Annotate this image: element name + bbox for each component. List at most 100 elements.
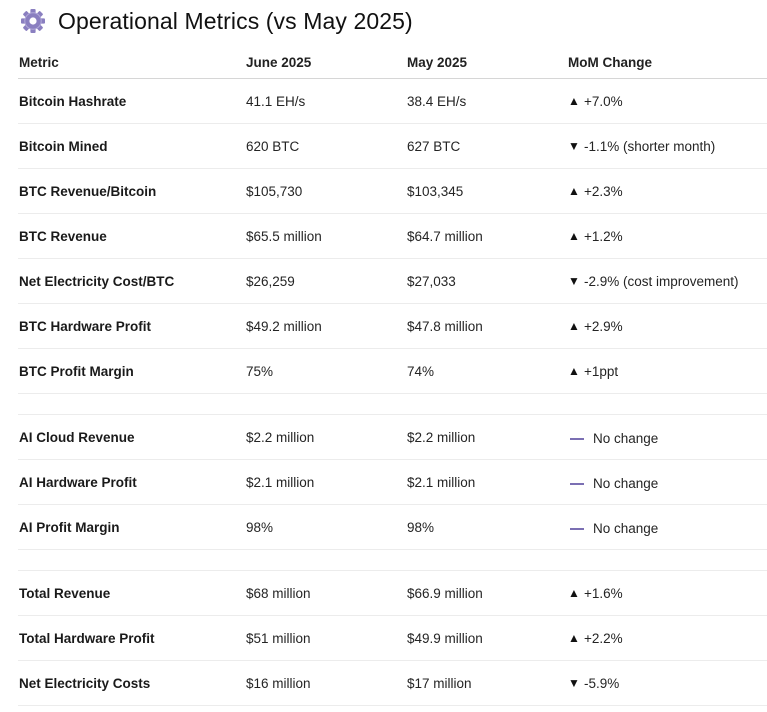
up-triangle-icon: ▲: [568, 586, 580, 601]
change-text: +2.2%: [584, 630, 623, 646]
metric-name-cell: BTC Profit Margin: [18, 348, 245, 394]
change-indicator: ▼ -5.9%: [568, 676, 619, 691]
table-row: BTC Revenue/Bitcoin $105,730 $103,345 ▲ +2.3…: [18, 168, 767, 214]
metric-name-cell: Total Hardware Profit: [18, 615, 245, 661]
table-row: AI Hardware Profit $2.1 million $2.1 milli…: [18, 459, 767, 505]
change-text: No change: [593, 476, 659, 492]
table-row: Total Hardware Profit $51 million $49.9 mi…: [18, 615, 767, 661]
down-triangle-icon: ▼: [568, 274, 580, 289]
change-cell: ▲ +2.9%: [567, 303, 767, 349]
june-value-cell: $51 million: [245, 615, 406, 661]
may-value-cell: $47.8 million: [406, 303, 567, 349]
june-value-cell: $65.5 million: [245, 213, 406, 259]
table-row: BTC Profit Margin 75% 74% ▲ +1ppt: [18, 348, 767, 394]
column-header-may: May 2025: [406, 46, 567, 79]
may-value-cell: 627 BTC: [406, 123, 567, 169]
change-cell: ▲ +2.3%: [567, 168, 767, 214]
section-spacer-row: [18, 549, 767, 571]
change-text: +1.6%: [584, 585, 623, 601]
metrics-table: Metric June 2025 May 2025 MoM Change Bit…: [18, 46, 767, 706]
change-cell: ▲ +2.2%: [567, 615, 767, 661]
metric-name-cell: Net Electricity Costs: [18, 660, 245, 706]
section-spacer-row: [18, 393, 767, 415]
column-header-june: June 2025: [245, 46, 406, 79]
up-triangle-icon: ▲: [568, 319, 580, 334]
metric-name-cell: BTC Revenue/Bitcoin: [18, 168, 245, 214]
change-text: +2.9%: [584, 318, 623, 334]
table-row: Bitcoin Hashrate 41.1 EH/s 38.4 EH/s ▲ +7.0%: [18, 78, 767, 124]
may-value-cell: $2.2 million: [406, 414, 567, 460]
change-cell: No change: [567, 459, 767, 505]
table-header-row: Metric June 2025 May 2025 MoM Change: [18, 46, 767, 79]
change-indicator: ▲ +2.3%: [568, 184, 623, 199]
table-row: BTC Revenue $65.5 million $64.7 million ▲ +1…: [18, 213, 767, 259]
table-row: Net Electricity Costs $16 million $17 mill…: [18, 660, 767, 706]
change-indicator: ▲ +7.0%: [568, 94, 623, 109]
change-cell: ▼ -2.9% (cost improvement): [567, 258, 767, 304]
table-row: Total Revenue $68 million $66.9 million ▲ +1…: [18, 570, 767, 616]
table-row: BTC Hardware Profit $49.2 million $47.8 mi…: [18, 303, 767, 349]
may-value-cell: $64.7 million: [406, 213, 567, 259]
change-indicator: ▲ +1.6%: [568, 586, 623, 601]
metric-name-cell: Net Electricity Cost/BTC: [18, 258, 245, 304]
change-text: +2.3%: [584, 183, 623, 199]
change-cell: ▲ +1.2%: [567, 213, 767, 259]
change-indicator: ▲ +1ppt: [568, 364, 618, 379]
may-value-cell: $17 million: [406, 660, 567, 706]
change-text: No change: [593, 521, 659, 537]
column-header-change: MoM Change: [567, 46, 767, 79]
june-value-cell: $105,730: [245, 168, 406, 214]
metric-name-cell: BTC Revenue: [18, 213, 245, 259]
dash-icon: [570, 482, 584, 485]
june-value-cell: 41.1 EH/s: [245, 78, 406, 124]
may-value-cell: $49.9 million: [406, 615, 567, 661]
change-cell: ▲ +1ppt: [567, 348, 767, 394]
table-row: Net Electricity Cost/BTC $26,259 $27,033 ▼ -…: [18, 258, 767, 304]
change-indicator: ▲ +2.2%: [568, 631, 623, 646]
may-value-cell: $103,345: [406, 168, 567, 214]
column-header-metric: Metric: [18, 46, 245, 79]
up-triangle-icon: ▲: [568, 94, 580, 109]
spacer-cell: [18, 393, 767, 415]
change-cell: ▲ +7.0%: [567, 78, 767, 124]
change-indicator: ▲ +2.9%: [568, 319, 623, 334]
table-row: AI Profit Margin 98% 98% No change: [18, 504, 767, 550]
june-value-cell: $2.1 million: [245, 459, 406, 505]
change-indicator: ▲ +1.2%: [568, 229, 623, 244]
change-indicator: ▼ -2.9% (cost improvement): [568, 274, 739, 289]
change-text: +1ppt: [584, 363, 619, 379]
metric-name-cell: BTC Hardware Profit: [18, 303, 245, 349]
may-value-cell: 38.4 EH/s: [406, 78, 567, 124]
change-text: -5.9%: [584, 675, 620, 691]
gear-icon: [20, 8, 46, 34]
table-row: AI Cloud Revenue $2.2 million $2.2 million…: [18, 414, 767, 460]
table-body: Bitcoin Hashrate 41.1 EH/s 38.4 EH/s ▲ +7.0%…: [18, 78, 767, 706]
change-cell: No change: [567, 504, 767, 550]
metric-name-cell: AI Hardware Profit: [18, 459, 245, 505]
change-cell: ▲ +1.6%: [567, 570, 767, 616]
change-cell: No change: [567, 414, 767, 460]
may-value-cell: $2.1 million: [406, 459, 567, 505]
page-header: Operational Metrics (vs May 2025): [20, 4, 413, 38]
table-row: Bitcoin Mined 620 BTC 627 BTC ▼ -1.1% (short…: [18, 123, 767, 169]
metric-name-cell: Bitcoin Hashrate: [18, 78, 245, 124]
change-text: No change: [593, 431, 659, 447]
metric-name-cell: Bitcoin Mined: [18, 123, 245, 169]
spacer-cell: [18, 549, 767, 571]
may-value-cell: $27,033: [406, 258, 567, 304]
may-value-cell: 74%: [406, 348, 567, 394]
june-value-cell: $2.2 million: [245, 414, 406, 460]
change-text: -2.9% (cost improvement): [584, 273, 739, 289]
change-cell: ▼ -5.9%: [567, 660, 767, 706]
change-text: +1.2%: [584, 228, 623, 244]
june-value-cell: $68 million: [245, 570, 406, 616]
up-triangle-icon: ▲: [568, 631, 580, 646]
june-value-cell: $49.2 million: [245, 303, 406, 349]
june-value-cell: 620 BTC: [245, 123, 406, 169]
page-title: Operational Metrics (vs May 2025): [58, 7, 413, 34]
change-text: +7.0%: [584, 93, 623, 109]
metric-name-cell: Total Revenue: [18, 570, 245, 616]
up-triangle-icon: ▲: [568, 364, 580, 379]
change-indicator: ▼ -1.1% (shorter month): [568, 139, 715, 154]
down-triangle-icon: ▼: [568, 139, 580, 154]
